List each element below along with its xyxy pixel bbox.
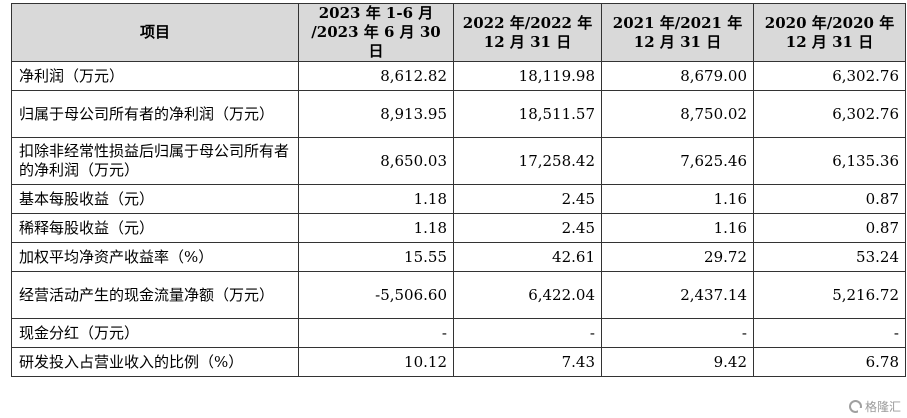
cell-value: 8,750.02 [601,90,754,138]
cell-value: 0.87 [753,213,906,243]
row-label: 加权平均净资产收益率（%） [11,242,299,272]
watermark-text: 格隆汇 [864,400,901,414]
cell-value: 15.55 [298,242,454,272]
cell-value: - [298,318,454,348]
header-2020: 2020 年/2020 年 12 月 31 日 [753,3,906,62]
row-label: 现金分红（万元） [11,318,299,348]
watermark: 格隆汇 [848,398,901,415]
cell-value: 18,119.98 [453,61,602,91]
table-row: 经营活动产生的现金流量净额（万元） -5,506.60 6,422.04 2,4… [11,271,906,319]
cell-value: - [753,318,906,348]
cell-value: 2,437.14 [601,271,754,319]
cell-value: 18,511.57 [453,90,602,138]
row-label: 经营活动产生的现金流量净额（万元） [11,271,299,319]
row-label: 净利润（万元） [11,61,299,91]
header-item: 项目 [11,3,299,62]
cell-value: 2.45 [453,184,602,214]
row-label: 基本每股收益（元） [11,184,299,214]
cell-value: 10.12 [298,347,454,377]
cell-value: - [453,318,602,348]
table-row: 归属于母公司所有者的净利润（万元） 8,913.95 18,511.57 8,7… [11,90,906,138]
cell-value: 6,422.04 [453,271,602,319]
cell-value: 2.45 [453,213,602,243]
cell-value: 8,612.82 [298,61,454,91]
cell-value: 0.87 [753,184,906,214]
cell-value: 5,216.72 [753,271,906,319]
gelonghui-logo-icon [848,400,863,413]
cell-value: - [601,318,754,348]
table-row: 基本每股收益（元） 1.18 2.45 1.16 0.87 [11,184,906,214]
cell-value: 6.78 [753,347,906,377]
cell-value: 7.43 [453,347,602,377]
table-row: 研发投入占营业收入的比例（%） 10.12 7.43 9.42 6.78 [11,347,906,377]
cell-value: 6,302.76 [753,90,906,138]
cell-value: 1.16 [601,213,754,243]
cell-value: 9.42 [601,347,754,377]
header-2022: 2022 年/2022 年 12 月 31 日 [453,3,602,62]
table-row: 稀释每股收益（元） 1.18 2.45 1.16 0.87 [11,213,906,243]
table-row: 加权平均净资产收益率（%） 15.55 42.61 29.72 53.24 [11,242,906,272]
row-label: 稀释每股收益（元） [11,213,299,243]
table-row: 扣除非经常性损益后归属于母公司所有者的净利润（万元） 8,650.03 17,2… [11,137,906,185]
cell-value: 29.72 [601,242,754,272]
header-2023h1: 2023 年 1-6 月/2023 年 6 月 30 日 [298,3,454,62]
cell-value: 42.61 [453,242,602,272]
cell-value: 1.18 [298,213,454,243]
cell-value: 1.18 [298,184,454,214]
header-2021: 2021 年/2021 年 12 月 31 日 [601,3,754,62]
cell-value: 53.24 [753,242,906,272]
row-label: 研发投入占营业收入的比例（%） [11,347,299,377]
header-row: 项目 2023 年 1-6 月/2023 年 6 月 30 日 2022 年/2… [11,3,906,62]
cell-value: 17,258.42 [453,137,602,185]
table-row: 现金分红（万元） - - - - [11,318,906,348]
cell-value: -5,506.60 [298,271,454,319]
financial-table: 项目 2023 年 1-6 月/2023 年 6 月 30 日 2022 年/2… [11,3,906,377]
table-row: 净利润（万元） 8,612.82 18,119.98 8,679.00 6,30… [11,61,906,91]
row-label: 归属于母公司所有者的净利润（万元） [11,90,299,138]
cell-value: 8,650.03 [298,137,454,185]
cell-value: 6,135.36 [753,137,906,185]
cell-value: 8,679.00 [601,61,754,91]
cell-value: 8,913.95 [298,90,454,138]
row-label: 扣除非经常性损益后归属于母公司所有者的净利润（万元） [11,137,299,185]
cell-value: 1.16 [601,184,754,214]
cell-value: 6,302.76 [753,61,906,91]
cell-value: 7,625.46 [601,137,754,185]
